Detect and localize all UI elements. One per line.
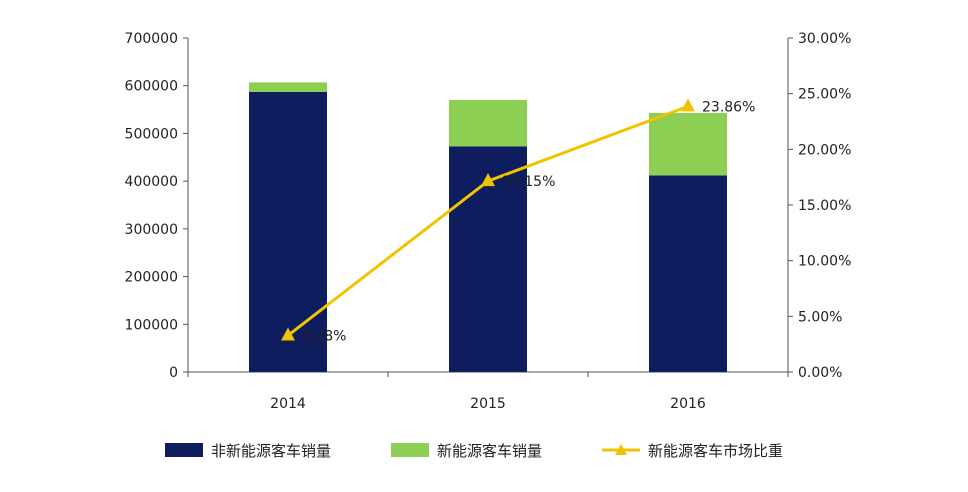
x-tick-label: 2014 (270, 396, 306, 412)
legend-item-non-nev: 非新能源客车销量 (165, 440, 331, 461)
chart-axes: 0 100000 200000 300000 400000 500000 600000 700… (125, 31, 852, 412)
y-right-tick-label: 15.00% (798, 198, 851, 214)
share-marker (281, 327, 295, 341)
legend-label-nev: 新能源客车销量 (437, 441, 543, 460)
y-left-tick-label: 100000 (125, 317, 178, 333)
y-right-tick-label: 0.00% (798, 365, 842, 381)
legend-label-non-nev: 非新能源客车销量 (211, 441, 332, 460)
share-data-label: 3.28% (302, 328, 346, 344)
chart-legend: 非新能源客车销量 新能源客车销量 新能源客车市场比重 (165, 436, 865, 464)
bar-nev (249, 82, 327, 92)
bar-non-nev (649, 175, 727, 372)
chart-line (281, 98, 695, 341)
y-left-tick-label: 400000 (125, 174, 178, 190)
y-left-tick-label: 300000 (125, 222, 178, 238)
legend-item-share: 新能源客车市场比重 (602, 440, 783, 461)
x-tick-label: 2015 (470, 396, 506, 412)
bar-non-nev (249, 91, 327, 372)
legend-item-nev: 新能源客车销量 (391, 440, 542, 461)
legend-swatch-non-nev (165, 443, 203, 457)
share-marker (481, 173, 495, 187)
bar-nev (649, 112, 727, 176)
bar-nev (449, 100, 527, 147)
share-data-label: 17.15% (502, 174, 555, 190)
share-marker (681, 98, 695, 112)
share-data-label: 23.86% (702, 99, 755, 115)
y-right-tick-label: 20.00% (798, 142, 851, 158)
chart-labels: 3.28% 17.15% 23.86% (302, 99, 755, 344)
legend-label-share: 新能源客车市场比重 (648, 441, 784, 460)
y-right-tick-label: 30.00% (798, 31, 851, 47)
legend-swatch-nev (391, 443, 430, 457)
y-right-tick-label: 5.00% (798, 309, 842, 325)
y-left-tick-label: 500000 (125, 126, 178, 142)
chart-bars (249, 82, 727, 372)
y-left-tick-label: 600000 (125, 79, 178, 95)
y-right-tick-label: 25.00% (798, 87, 851, 103)
y-left-tick-label: 0 (169, 365, 178, 381)
legend-swatch-share (602, 444, 641, 455)
y-right-tick-label: 10.00% (798, 254, 851, 270)
y-left-tick-label: 700000 (125, 31, 178, 47)
y-left-tick-label: 200000 (125, 270, 178, 286)
x-tick-label: 2016 (670, 396, 706, 412)
